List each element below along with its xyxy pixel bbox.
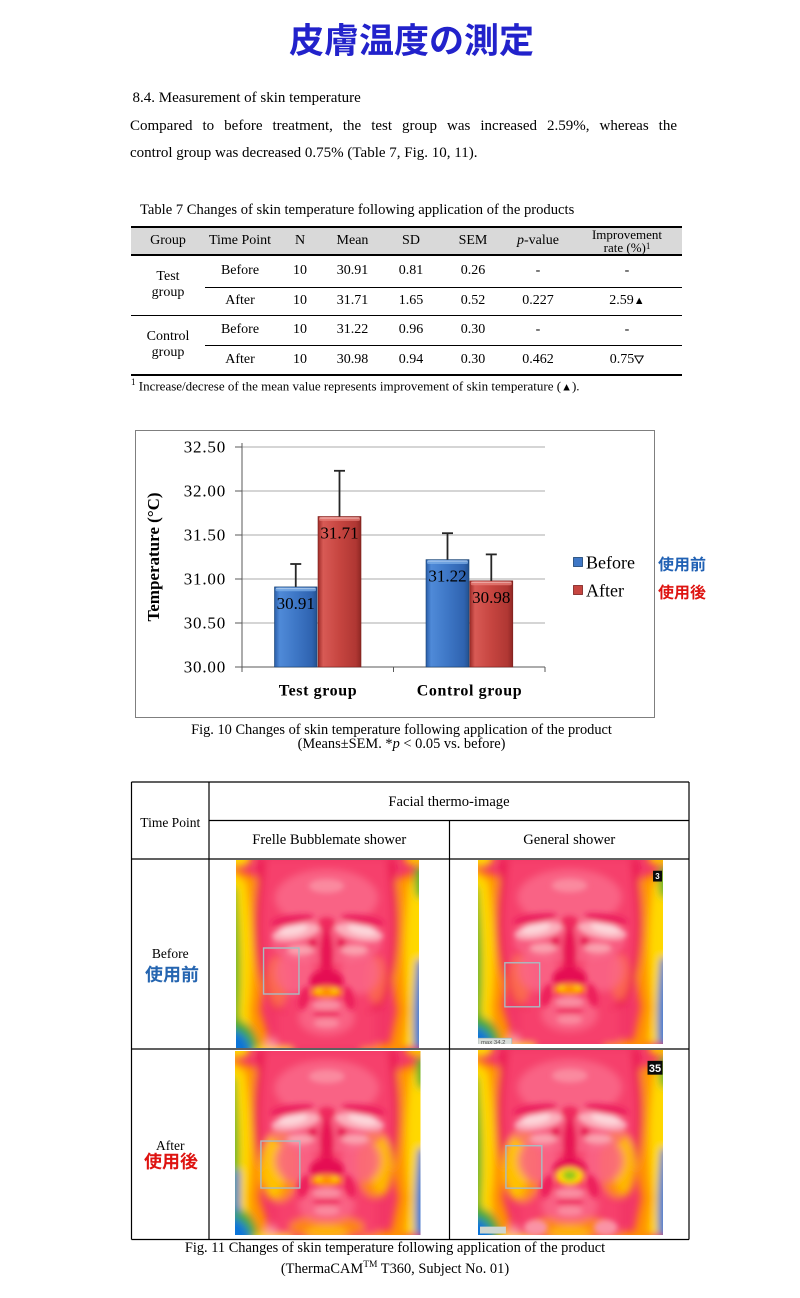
svg-text:After: After — [586, 581, 624, 601]
svg-text:30.00: 30.00 — [184, 658, 226, 677]
svg-text:3: 3 — [655, 872, 660, 881]
svg-text:32.00: 32.00 — [184, 482, 226, 501]
svg-text:30.98: 30.98 — [472, 588, 510, 607]
svg-text:Test group: Test group — [279, 683, 357, 700]
svg-text:31.00: 31.00 — [184, 570, 226, 589]
svg-text:30.50: 30.50 — [184, 614, 226, 633]
svg-text:31.50: 31.50 — [184, 526, 226, 545]
svg-text:Before: Before — [586, 553, 635, 573]
svg-text:Temperature (°C): Temperature (°C) — [144, 492, 163, 621]
svg-text:32.50: 32.50 — [184, 438, 226, 457]
svg-text:31.22: 31.22 — [428, 567, 466, 586]
svg-text:31.71: 31.71 — [320, 524, 358, 543]
svg-text:35: 35 — [648, 1063, 660, 1075]
svg-text:max 34.2: max 34.2 — [480, 1040, 504, 1044]
svg-text:Control group: Control group — [417, 683, 522, 700]
svg-text:30.91: 30.91 — [277, 594, 315, 613]
